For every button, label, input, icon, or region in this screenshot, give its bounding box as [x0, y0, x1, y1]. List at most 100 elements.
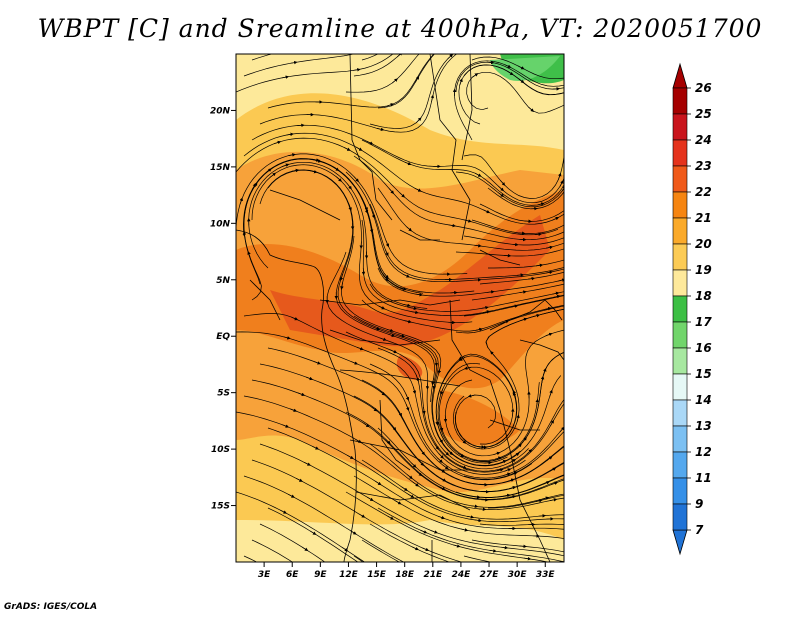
streamline [377, 187, 564, 251]
streamline-arrow [559, 180, 564, 187]
streamline-arrow [447, 54, 454, 60]
streamline [454, 60, 564, 141]
lat-tick-label: 5N [216, 276, 230, 286]
streamline-arrow [305, 376, 314, 381]
streamline-arrow [353, 68, 361, 72]
colorbar-swatch [672, 347, 688, 375]
map-frame [235, 53, 565, 563]
country-borders [236, 54, 564, 562]
streamline-arrow [516, 273, 525, 277]
streamline-arrow [438, 453, 444, 459]
colorbar-label: 19 [695, 263, 712, 277]
streamline-arrow [448, 223, 456, 228]
streamline-arrow [544, 306, 552, 311]
streamline-arrow [422, 547, 430, 552]
streamline-arrow [511, 304, 519, 308]
streamline-arrow [490, 350, 496, 357]
streamline [251, 459, 463, 562]
streamline [236, 411, 564, 523]
streamline-arrow [550, 498, 558, 502]
streamline-arrow [527, 276, 536, 281]
latitude-axis: 20N 15N 10N 5N EQ 5S 10S 15S [210, 106, 236, 512]
streamline-arrow [351, 361, 359, 365]
streamline-arrow [394, 500, 402, 505]
lon-tick-label: 9E [314, 570, 327, 580]
colorbar-swatch [672, 503, 688, 531]
streamline [267, 507, 359, 562]
streamline [361, 459, 564, 520]
lon-tick-label: 27E [480, 570, 500, 580]
colorbar-swatch [672, 269, 688, 297]
streamline-arrow [411, 310, 419, 315]
streamline-arrow [481, 305, 489, 310]
streamline-arrow [385, 240, 390, 248]
streamline-arrow [364, 203, 368, 212]
streamline-arrow [340, 282, 344, 290]
streamline-arrow [253, 182, 258, 189]
colorbar-label: 22 [695, 185, 712, 199]
streamline-arrow [500, 180, 506, 186]
streamline-arrow [387, 515, 395, 520]
streamline-arrow [406, 226, 413, 232]
streamline [361, 299, 564, 332]
streamline-arrow [294, 563, 299, 566]
streamline-arrow [503, 493, 511, 498]
streamline [353, 395, 564, 492]
streamline-arrow [557, 172, 562, 180]
streamline-arrow [384, 249, 389, 257]
streamline-arrow [474, 243, 482, 248]
lon-tick-label: 12E [339, 570, 359, 580]
streamline [455, 248, 564, 257]
streamline-arrow [545, 270, 553, 275]
streamline-arrow [356, 346, 364, 351]
streamline-arrow [280, 509, 287, 514]
streamline [455, 305, 564, 334]
streamline-arrow [443, 450, 450, 456]
streamlines [236, 54, 572, 566]
streamline-arrow [405, 404, 410, 411]
streamline-arrow [386, 328, 394, 333]
colorbar-label: 18 [695, 289, 712, 303]
streamline-arrow [274, 140, 282, 145]
colorbar-swatch [672, 165, 688, 193]
streamline [361, 219, 564, 317]
colorbar-swatch [672, 243, 688, 271]
streamline-arrow [475, 327, 483, 332]
streamline-arrow [516, 443, 522, 449]
streamline-arrow [378, 305, 386, 310]
streamline [243, 158, 475, 294]
streamline [236, 137, 559, 236]
streamline-arrow [291, 316, 299, 321]
streamline-arrow [416, 471, 423, 477]
streamline-arrow [513, 452, 520, 458]
streamline-arrow [460, 528, 469, 532]
streamline-arrow [407, 493, 415, 498]
colorbar-top-arrow [672, 62, 688, 89]
streamline [377, 267, 564, 297]
streamline-arrow [535, 398, 539, 407]
streamline [353, 555, 364, 562]
streamline-arrow [343, 147, 351, 151]
colorbar-label: 25 [695, 107, 712, 121]
colorbar-label: 17 [695, 315, 712, 329]
streamline-arrow [283, 336, 291, 340]
streamline [479, 271, 564, 285]
streamline-arrow [519, 544, 527, 549]
streamline-arrow [459, 465, 467, 469]
streamline [259, 54, 458, 133]
streamline [243, 54, 356, 77]
streamline-arrow [458, 356, 466, 361]
streamline-arrow [437, 457, 443, 463]
streamline-arrow [507, 478, 515, 482]
colorbar-label: 15 [695, 367, 712, 381]
colorbar-label: 16 [695, 341, 712, 355]
lat-tick-label: 10N [210, 219, 231, 229]
lat-tick-label: EQ [216, 332, 230, 342]
streamline-arrow [385, 438, 391, 445]
streamline-arrow [347, 183, 352, 190]
streamline-arrow [437, 515, 445, 520]
streamline-arrow [516, 414, 520, 422]
streamline-arrow [568, 391, 572, 395]
colorbar-label: 21 [695, 211, 712, 225]
colorbar-label: 23 [695, 159, 712, 173]
